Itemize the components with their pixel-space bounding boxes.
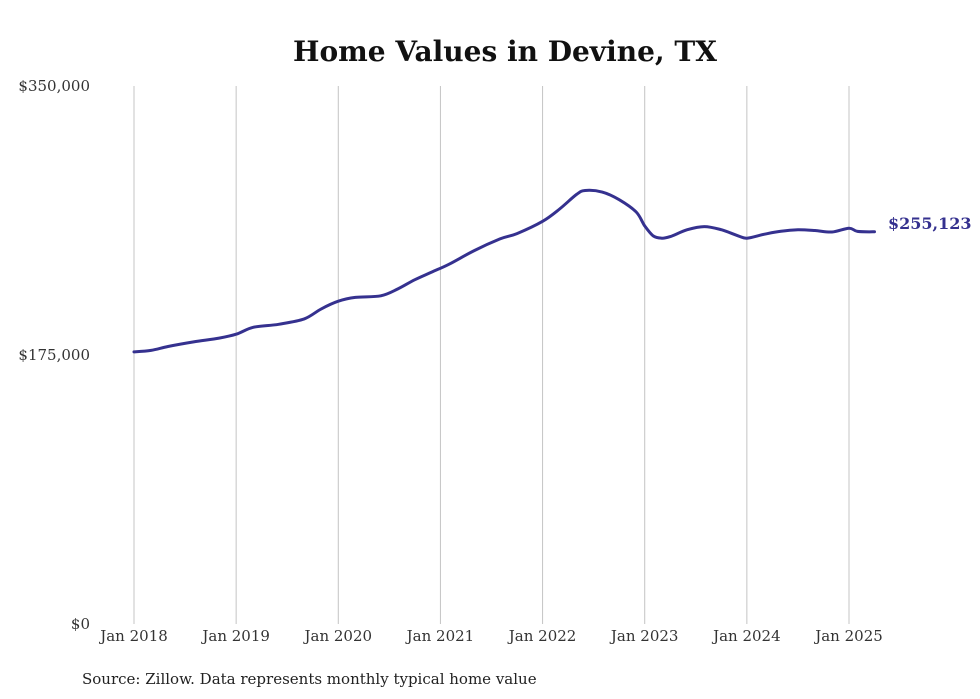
x-tick-label: Jan 2025: [813, 627, 883, 645]
y-tick-label: $350,000: [18, 77, 90, 95]
source-note: Source: Zillow. Data represents monthly …: [82, 670, 537, 688]
x-tick-label: Jan 2024: [711, 627, 781, 645]
x-tick-label: Jan 2018: [98, 627, 168, 645]
x-tick-label: Jan 2021: [405, 627, 475, 645]
x-tick-label: Jan 2023: [609, 627, 679, 645]
x-axis-ticks: Jan 2018 Jan 2019 Jan 2020 Jan 2021 Jan 2022…: [98, 627, 883, 645]
x-tick-label: Jan 2022: [507, 627, 577, 645]
chart-title: Home Values in Devine, TX: [293, 35, 717, 68]
y-axis-ticks: $0 $175,000 $350,000: [18, 77, 90, 633]
x-tick-label: Jan 2019: [200, 627, 270, 645]
x-tick-label: Jan 2020: [303, 627, 373, 645]
end-value-label: $255,123: [888, 214, 972, 233]
y-tick-label: $175,000: [18, 346, 90, 364]
gridlines: [133, 86, 850, 624]
series-line-home-value: [132, 188, 876, 354]
y-tick-label: $0: [71, 615, 90, 633]
